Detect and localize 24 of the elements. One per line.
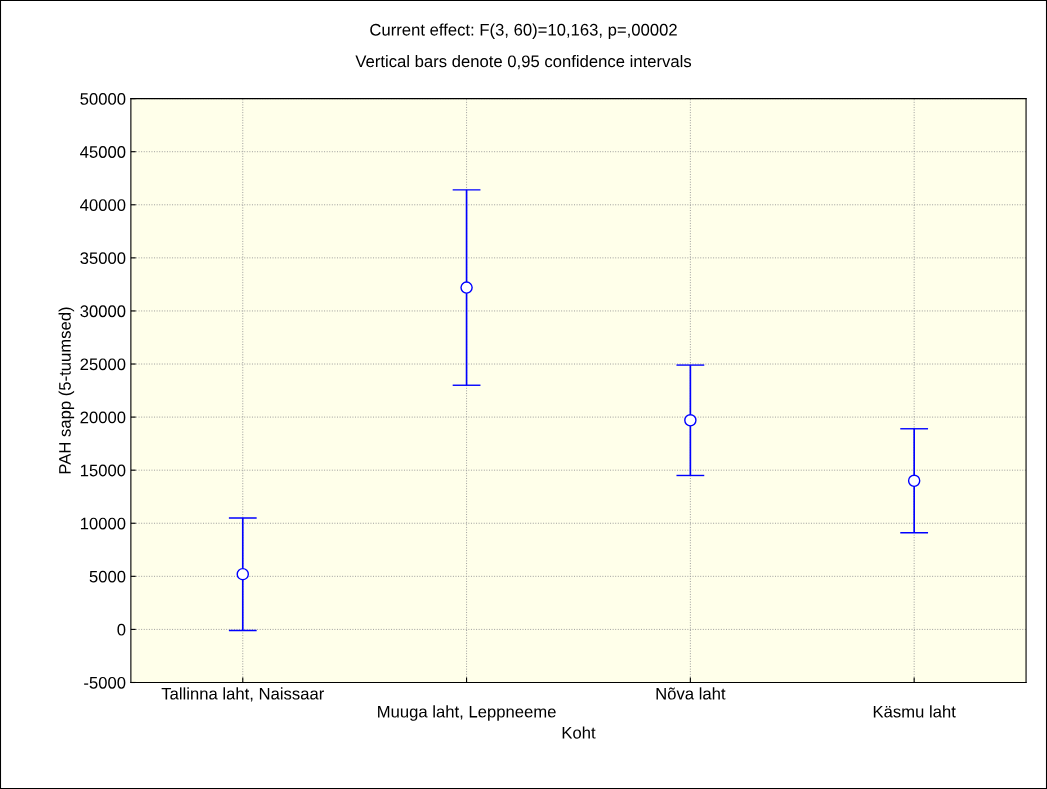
x-tick-label: Käsmu laht bbox=[873, 705, 956, 718]
y-tick-label: 45000 bbox=[80, 146, 126, 158]
y-tick-label: 40000 bbox=[80, 199, 126, 211]
chart-title: Current effect: F(3, 60)=10,163, p=,00002 bbox=[370, 23, 677, 39]
y-tick-label: 5000 bbox=[89, 570, 126, 583]
y-axis-title: PAH sapp (5-tuumsed) bbox=[58, 307, 75, 474]
point bbox=[236, 567, 250, 581]
point bbox=[684, 414, 697, 427]
x-axis-title: Koht bbox=[562, 726, 596, 739]
y-tick-label: 0 bbox=[117, 623, 126, 636]
x-tick-label: Muuga laht, Leppneeme bbox=[378, 705, 556, 721]
y-tick-label: 20000 bbox=[80, 411, 126, 424]
x-tick-label: Tallinna laht, Naissaar bbox=[161, 687, 325, 702]
x-tick-label: Nõva laht bbox=[656, 687, 726, 700]
point bbox=[460, 281, 473, 294]
y-tick-label: 10000 bbox=[80, 517, 126, 530]
y-tick-label: 50000 bbox=[80, 93, 126, 105]
y-tick-label: 25000 bbox=[80, 358, 126, 371]
y-tick-label: 30000 bbox=[80, 305, 126, 318]
y-tick-label: 15000 bbox=[80, 464, 126, 477]
y-tick-label: 35000 bbox=[80, 252, 126, 265]
y-tick-label: -5000 bbox=[84, 676, 126, 689]
point bbox=[907, 474, 921, 488]
chart-subtitle: Vertical bars denote 0,95 confidence intervals bbox=[355, 54, 692, 70]
